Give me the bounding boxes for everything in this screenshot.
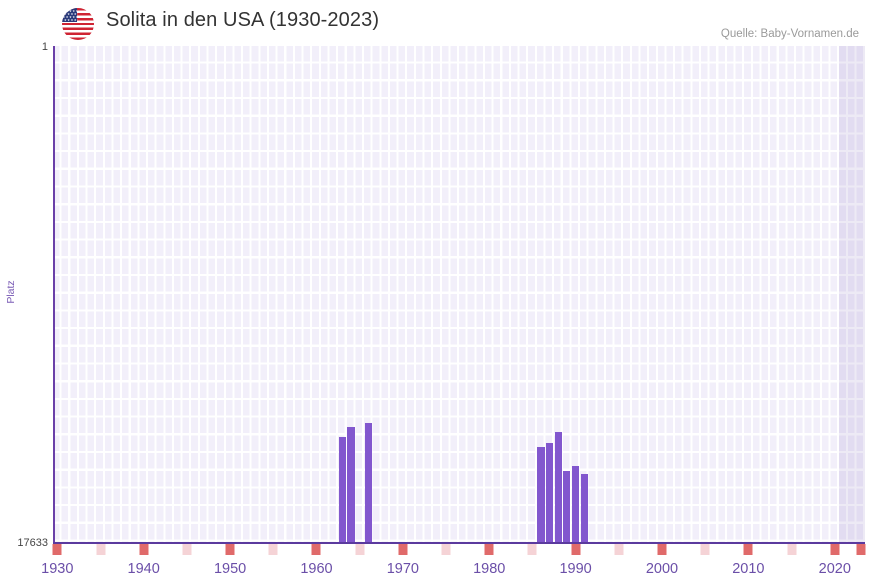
x-tick-major [856, 544, 866, 555]
flag-star-row: ★★★★★ [64, 12, 78, 15]
x-tick-label: 1950 [213, 561, 247, 577]
bar[interactable] [347, 426, 355, 543]
y-axis-line [53, 46, 55, 543]
x-tick-label: 1970 [386, 561, 419, 577]
x-tick-major [52, 544, 62, 555]
x-tick-major [311, 544, 321, 555]
x-tick-minor [268, 544, 278, 555]
bar[interactable] [338, 437, 346, 543]
x-tick-minor [355, 544, 365, 555]
plot-area [53, 46, 865, 543]
bar[interactable] [364, 423, 372, 543]
y-tick-label-bottom: 17633 [17, 537, 48, 549]
bar[interactable] [580, 473, 588, 543]
x-tick-major [139, 544, 149, 555]
y-tick-label-top: 1 [41, 41, 48, 53]
x-tick-label: 1960 [300, 561, 333, 577]
flag-star-row: ★★★★★★ [62, 15, 77, 18]
x-tick-major [657, 544, 667, 555]
x-tick-major [743, 544, 753, 555]
bar[interactable] [563, 471, 571, 543]
x-tick-label: 2020 [818, 561, 851, 577]
x-tick-major [571, 544, 581, 555]
x-tick-major [398, 544, 408, 555]
x-tick-major [830, 544, 840, 555]
x-tick-minor [182, 544, 192, 555]
x-tick-minor [527, 544, 537, 555]
y-axis-title: Platz [5, 280, 17, 304]
bar[interactable] [554, 432, 562, 543]
flag-canton: ★★★★★★ ★★★★★ ★★★★★★ ★★★★★ [62, 8, 78, 22]
x-axis-line [53, 542, 865, 544]
page-title: Solita in den USA (1930-2023) [106, 9, 380, 31]
x-tick-label: 1990 [559, 561, 592, 577]
x-tick-minor [96, 544, 105, 555]
x-tick-label: 1980 [473, 561, 506, 577]
bar[interactable] [537, 447, 545, 543]
x-tick-minor [614, 544, 624, 555]
flag-star-row: ★★★★★ [64, 18, 78, 21]
x-tick-minor [700, 544, 710, 555]
bar[interactable] [545, 443, 554, 543]
x-tick-major [484, 544, 494, 555]
x-tick-minor [441, 544, 451, 555]
x-tick-label: 2010 [732, 561, 765, 577]
x-tick-label: 1940 [127, 561, 160, 577]
bar[interactable] [571, 465, 580, 543]
flag-star-row: ★★★★★★ [62, 9, 77, 12]
grid-lines [53, 46, 865, 543]
chart-header: ★★★★★★ ★★★★★ ★★★★★★ ★★★★★ Solita in den … [0, 0, 873, 45]
x-tick-major [225, 544, 235, 555]
x-tick-label: 1930 [41, 561, 74, 577]
x-tick-label: 2000 [645, 561, 679, 577]
x-tick-minor [787, 544, 797, 555]
source-attribution: Quelle: Baby-Vornamen.de [720, 28, 859, 40]
us-flag-icon: ★★★★★★ ★★★★★ ★★★★★★ ★★★★★ [62, 8, 94, 40]
